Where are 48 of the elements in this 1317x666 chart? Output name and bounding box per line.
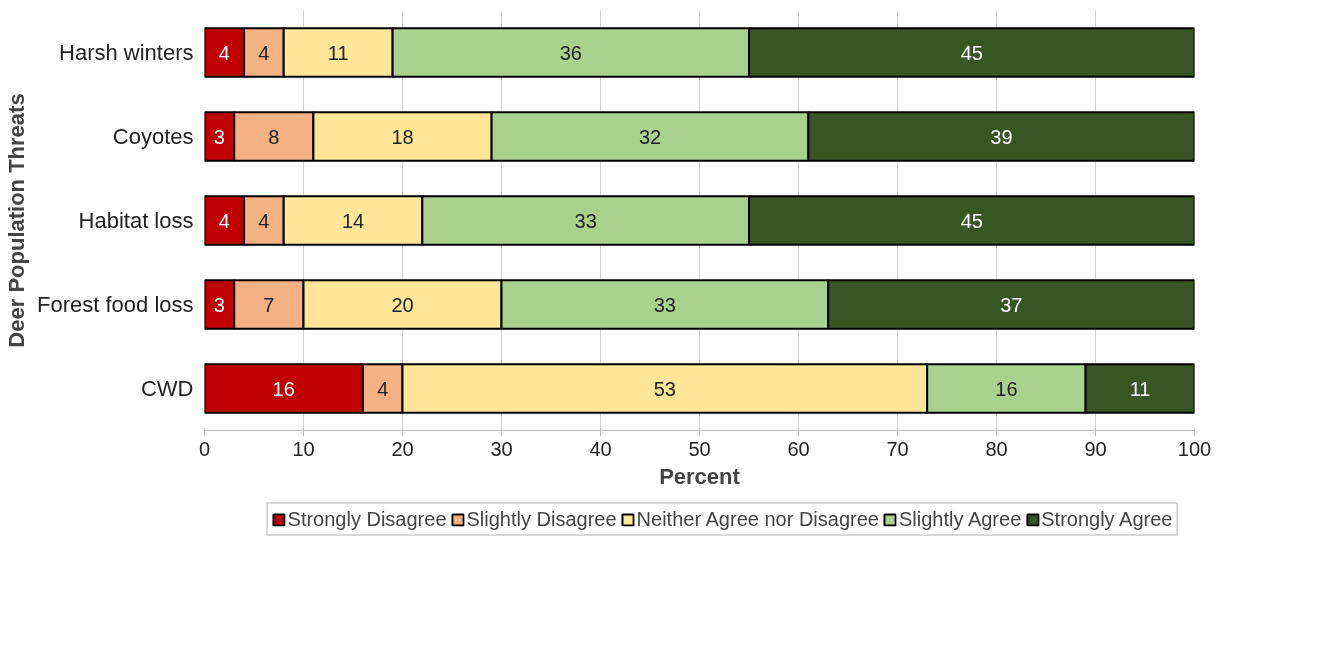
x-tick-label: 50 (688, 437, 711, 460)
legend-label: Strongly Disagree (287, 507, 447, 531)
data-label: 7 (263, 293, 275, 316)
y-tick-label: Harsh winters (59, 40, 194, 65)
data-label: 11 (1129, 377, 1151, 400)
data-label: 18 (391, 125, 414, 148)
x-tick-label: 90 (1084, 437, 1107, 460)
y-tick-label: CWD (140, 376, 194, 401)
data-label: 8 (268, 125, 280, 148)
data-label: 14 (341, 209, 365, 232)
y-axis-title: Deer Population Threats (3, 93, 29, 348)
data-label: 45 (960, 41, 983, 64)
data-label: 45 (960, 209, 983, 232)
legend-label: Slightly Agree (898, 507, 1022, 531)
data-label: 3 (213, 125, 225, 148)
data-label: 16 (995, 377, 1018, 400)
data-label: 33 (653, 293, 676, 316)
data-label: 4 (218, 209, 230, 232)
data-label: 3 (213, 293, 225, 316)
x-tick-label: 80 (985, 437, 1008, 460)
data-label: 4 (218, 41, 230, 64)
data-label: 36 (559, 41, 582, 64)
legend-label: Slightly Disagree (466, 507, 617, 531)
y-tick-label: Forest food loss (36, 292, 194, 317)
x-tick-label: 30 (490, 437, 513, 460)
data-label: 11 (327, 41, 349, 64)
x-tick-label: 10 (292, 437, 315, 460)
data-label: 39 (990, 125, 1013, 148)
x-axis-title: Percent (659, 463, 741, 489)
legend-label: Neither Agree nor Disagree (636, 507, 879, 531)
legend-label: Strongly Agree (1041, 507, 1173, 531)
data-label: 37 (1000, 293, 1023, 316)
x-tick-label: 40 (589, 437, 612, 460)
y-tick-label: Coyotes (112, 124, 194, 149)
data-label: 53 (653, 377, 676, 400)
data-label: 32 (638, 125, 662, 148)
data-label: 4 (377, 377, 389, 400)
x-tick-label: 20 (391, 437, 414, 460)
data-label: 4 (258, 41, 270, 64)
x-tick-label: 0 (198, 437, 211, 460)
x-tick-label: 100 (1177, 437, 1212, 460)
data-label: 16 (272, 377, 295, 400)
x-tick-label: 70 (886, 437, 909, 460)
data-label: 20 (391, 293, 414, 316)
y-tick-label: Habitat loss (78, 208, 194, 233)
data-label: 33 (574, 209, 597, 232)
x-tick-label: 60 (787, 437, 810, 460)
data-label: 4 (258, 209, 270, 232)
